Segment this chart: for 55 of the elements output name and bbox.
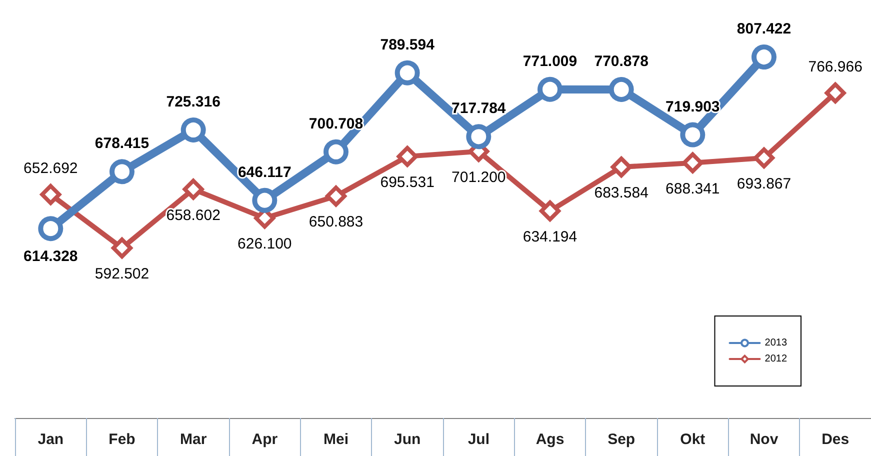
- point: [324, 139, 348, 164]
- x-tick-label: Nov: [750, 431, 779, 448]
- point: [180, 117, 206, 142]
- legend-label: 2012: [764, 354, 788, 364]
- data-label: 789.594: [380, 36, 436, 54]
- x-tick-label: Mei: [323, 431, 349, 448]
- data-label: 626.100: [238, 236, 292, 253]
- point: [608, 76, 634, 102]
- data-label: 693.867: [736, 175, 792, 192]
- data-label: 688.341: [666, 180, 720, 198]
- point: [110, 159, 134, 184]
- point: [182, 178, 204, 200]
- data-label: 614.328: [24, 248, 78, 266]
- point: [824, 82, 846, 104]
- point: [40, 184, 62, 206]
- point: [112, 238, 132, 258]
- data-label: 678.415: [94, 135, 150, 152]
- x-tick-label: Jun: [394, 431, 421, 448]
- point: [680, 122, 706, 148]
- legend-label: 2013: [764, 338, 788, 348]
- data-label: 717.784: [452, 100, 506, 118]
- data-label: 652.692: [24, 160, 78, 178]
- x-tick-label: Mar: [180, 431, 207, 448]
- x-tick-label: Jan: [38, 431, 64, 448]
- data-label: 770.878: [594, 52, 648, 70]
- x-tick-label: Ags: [536, 431, 564, 448]
- point: [252, 188, 278, 213]
- point: [682, 152, 704, 174]
- point: [538, 76, 562, 102]
- x-tick-label: Okt: [680, 431, 706, 448]
- point: [326, 186, 346, 207]
- point: [752, 44, 776, 70]
- x-tick-label: Apr: [252, 431, 278, 448]
- data-label: 695.531: [380, 174, 434, 191]
- data-label: 650.883: [308, 214, 364, 231]
- data-label: 807.422: [736, 20, 792, 38]
- data-label: 771.009: [522, 52, 578, 70]
- data-label: 658.602: [166, 206, 220, 224]
- x-tick-label: Jul: [468, 431, 490, 448]
- point: [394, 60, 420, 86]
- x-tick-label: Sep: [608, 431, 636, 448]
- data-label: 701.200: [452, 168, 506, 186]
- point: [38, 216, 64, 242]
- data-label: 725.316: [166, 93, 220, 110]
- x-tick-label: Des: [822, 431, 850, 448]
- point: [754, 147, 774, 168]
- point: [396, 146, 418, 167]
- point: [610, 156, 632, 178]
- data-label: 766.966: [808, 58, 862, 76]
- point: [540, 200, 560, 222]
- point: [466, 124, 492, 150]
- data-label: 634.194: [522, 228, 578, 246]
- data-label: 683.584: [594, 184, 648, 202]
- x-tick-label: Feb: [108, 431, 136, 448]
- data-label: 592.502: [94, 266, 150, 282]
